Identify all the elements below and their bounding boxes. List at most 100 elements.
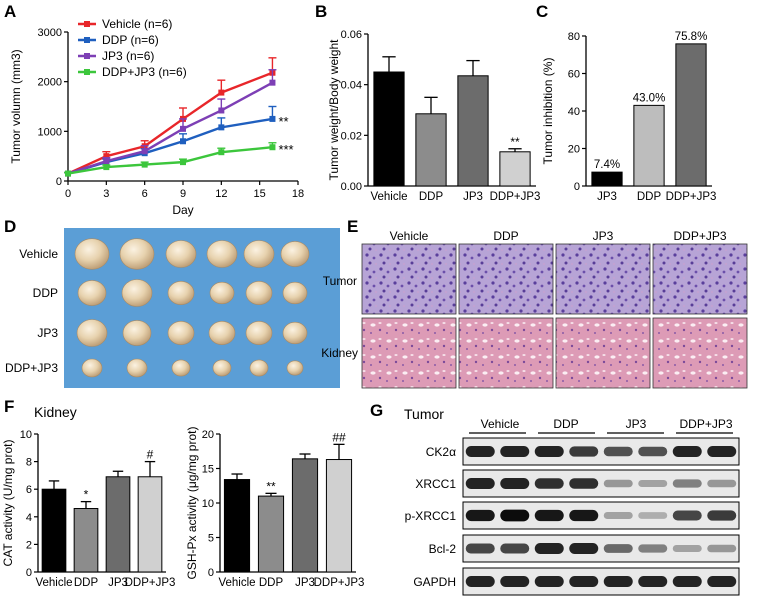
significance-mark: *** <box>278 142 293 157</box>
y-tick-label: 0.06 <box>341 29 362 41</box>
blot-band <box>707 479 737 488</box>
tumor-specimen <box>208 320 236 345</box>
series-point-vehicle-n-6- <box>103 153 110 160</box>
blot-band <box>465 576 495 587</box>
significance-mark: # <box>147 448 154 462</box>
tumor-specimen <box>282 281 308 305</box>
legend-label-jp3-n-6-: JP3 (n=6) <box>102 49 154 63</box>
histology-image <box>361 317 457 389</box>
chart-b-tumor-weight: 0.00 0.02 0.04 0.06 Vehicle DDP JP3 ** DDP+JP3 Tu… <box>327 29 540 203</box>
category-label: Vehicle <box>35 577 72 589</box>
column-label: Vehicle <box>390 229 429 243</box>
bar-ddp <box>73 508 99 573</box>
bar-jp3 <box>457 75 489 187</box>
histology-image <box>555 243 651 315</box>
blot-band <box>569 509 599 522</box>
row-label: Vehicle <box>19 247 58 261</box>
tumor-specimen <box>126 358 148 378</box>
bar-vehicle <box>223 479 251 573</box>
row-label: DDP+JP3 <box>5 361 58 375</box>
legend-marker-jp3-n-6- <box>84 53 90 59</box>
significance-mark: * <box>84 488 89 502</box>
chart-f-gsh-px-activity: 0 5 10 15 20 Vehicle ** DDP JP3 ## DDP+JP3 GSH-Px a… <box>185 427 364 589</box>
panel-label-b: B <box>315 2 327 21</box>
category-label: DDP+JP3 <box>490 191 541 203</box>
blot-band <box>465 543 495 554</box>
panel-label-g: G <box>370 401 383 420</box>
x-tick-label: 12 <box>215 188 227 200</box>
blot-band <box>638 479 668 488</box>
panel-d-tumor-photo: Vehicle DDP JP3 DDP+JP3 <box>5 228 340 388</box>
panel-g-western-blot: Tumor Vehicle DDP JP3 DDP+JP3 CK2α XRCC1 p-XRCC… <box>404 406 740 596</box>
category-label: DDP <box>259 577 284 589</box>
series-line-vehicle-n-6- <box>67 71 273 175</box>
series-point-vehicle-n-6- <box>218 89 225 96</box>
tumor-specimen <box>74 238 110 270</box>
series-line-jp3-n-6- <box>67 81 274 175</box>
histology-image <box>361 243 457 315</box>
bar-ddp <box>257 495 285 573</box>
series-point-ddp-jp3-n-6- <box>103 164 110 171</box>
column-label: JP3 <box>593 229 614 243</box>
blot-band <box>569 543 599 554</box>
group-label: DDP <box>553 417 578 431</box>
blot-band <box>500 576 530 587</box>
blot-band <box>672 544 702 553</box>
blot-band <box>638 544 668 553</box>
y-tick-label: 10 <box>20 429 32 441</box>
y-tick-label: 5 <box>208 533 214 545</box>
blot-title: Tumor <box>404 406 444 422</box>
tumor-specimen <box>76 319 108 347</box>
bar-ddp <box>415 113 447 187</box>
blot-band <box>569 576 599 587</box>
panel-label-d: D <box>4 217 16 236</box>
y-axis-title: Tumor weight/Body weight <box>327 39 341 181</box>
y-tick-label: 4 <box>26 512 32 524</box>
row-label: JP3 <box>37 326 58 340</box>
column-label: DDP+JP3 <box>673 229 726 243</box>
tumor-specimen <box>249 359 269 377</box>
y-tick-label: 0.02 <box>341 130 362 142</box>
tumor-specimen <box>212 359 232 377</box>
category-label: DDP <box>637 191 662 203</box>
protein-label: GAPDH <box>413 575 456 589</box>
significance-mark: ** <box>278 114 288 129</box>
significance-mark: ## <box>332 430 346 444</box>
column-label: DDP <box>493 229 518 243</box>
y-axis-title: Tumor volumn (mm3) <box>9 49 23 163</box>
blot-band <box>500 446 530 457</box>
data-label: 75.8% <box>675 31 708 43</box>
significance-mark: ** <box>510 135 520 149</box>
y-tick-label: 1000 <box>38 126 62 138</box>
blot-band <box>534 478 564 489</box>
tumor-specimen <box>77 280 107 306</box>
category-label: Vehicle <box>218 577 255 589</box>
blot-band <box>638 512 668 519</box>
tumor-specimen <box>81 358 103 378</box>
tumor-specimen <box>122 320 152 346</box>
category-label: DDP+JP3 <box>314 577 365 589</box>
blot-band <box>500 543 530 554</box>
x-tick-label: 15 <box>254 188 266 200</box>
tumor-specimen <box>245 280 273 305</box>
series-point-ddp-jp3-n-6- <box>269 144 276 151</box>
blot-band <box>638 576 668 587</box>
bar-vehicle <box>41 488 67 573</box>
chart-c-tumor-inhibition: 0 20 40 60 80 7.4% JP3 43.0% DDP 75.8% DDP+JP3 Tumo… <box>541 31 716 203</box>
blot-band <box>534 509 564 522</box>
legend-label-ddp-jp3-n-6-: DDP+JP3 (n=6) <box>102 65 187 79</box>
blot-band <box>672 479 702 488</box>
blot-band <box>603 576 633 587</box>
y-tick-label: 8 <box>26 457 32 469</box>
y-tick-label: 10 <box>202 498 214 510</box>
series-point-ddp-jp3-n-6- <box>218 149 225 156</box>
panel-label-f: F <box>4 397 14 416</box>
category-label: DDP <box>419 191 444 203</box>
protein-label: Bcl-2 <box>429 542 457 556</box>
y-axis-title: CAT activity (U/mg prot) <box>1 440 15 567</box>
y-tick-label: 0 <box>26 567 32 579</box>
protein-label: p-XRCC1 <box>405 509 457 523</box>
blot-band <box>569 446 599 457</box>
x-tick-label: 18 <box>292 188 304 200</box>
